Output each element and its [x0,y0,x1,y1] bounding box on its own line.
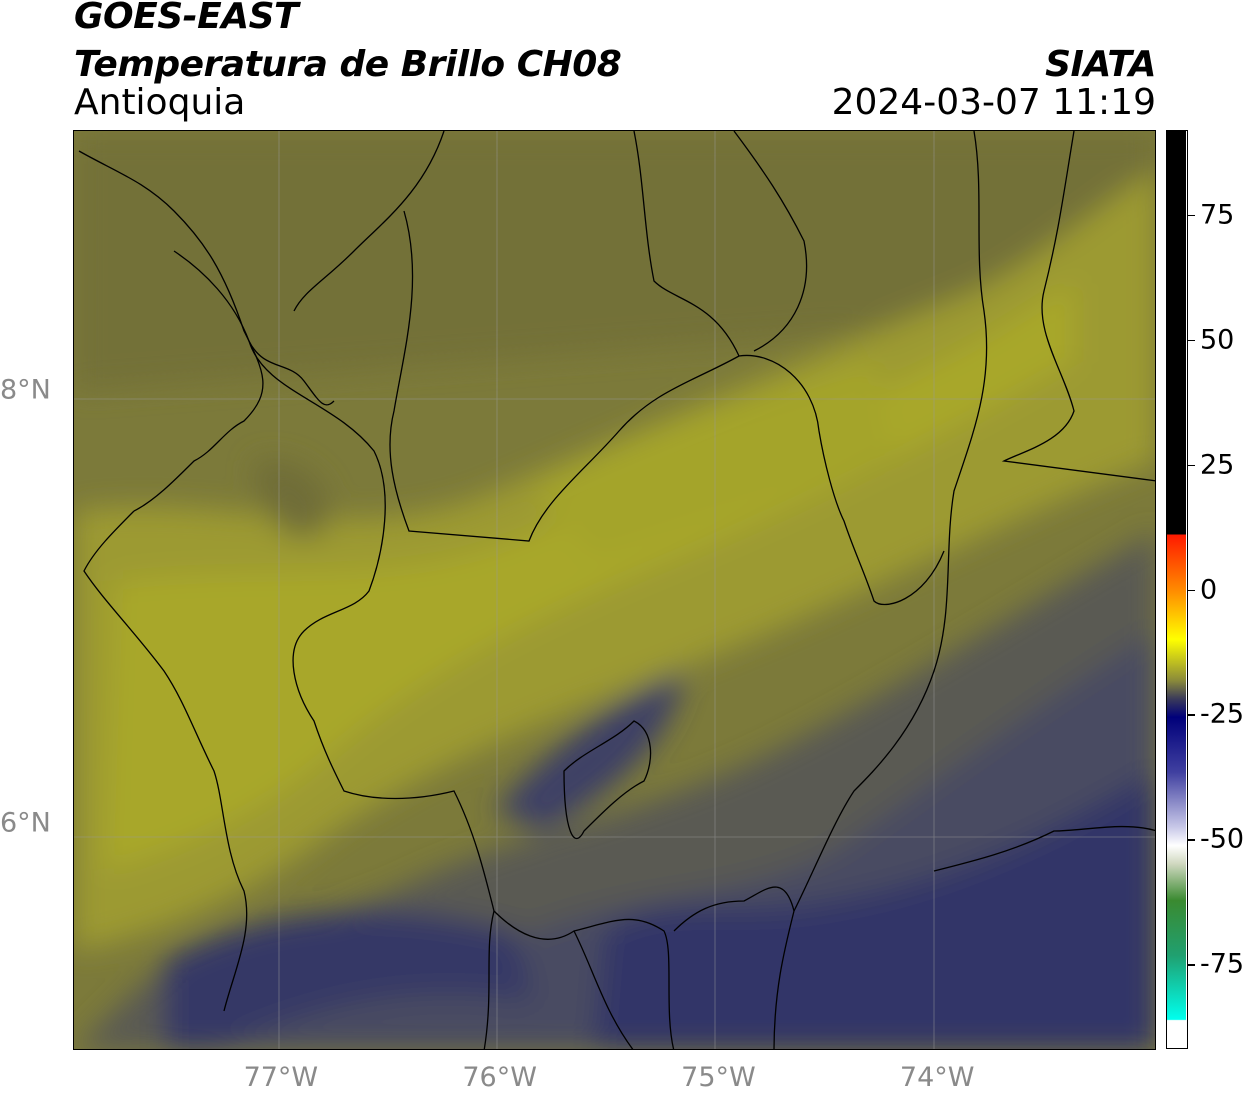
colorbar-tick-label: -50 [1200,823,1245,855]
border-cordoba [389,210,740,542]
coastline-pacific [83,510,248,1012]
product-title: Temperatura de Brillo CH08 [74,44,622,85]
x-tick-label: 74°W [899,1062,975,1093]
coastline-urabá [78,150,264,512]
coastline-gulf [173,250,335,406]
border-medellin [563,720,652,840]
graticule [74,131,1155,1049]
colorbar-tick-label: 50 [1200,324,1235,356]
colorbar-tick-label: -75 [1200,948,1245,980]
coastline-north [293,131,445,312]
border-sucre [633,131,808,357]
x-tick-label: 75°W [681,1062,756,1093]
border-south [483,886,795,1049]
border-santander [1001,131,1155,482]
colorbar-gradient [1167,131,1186,1047]
colorbar-tick-label: -25 [1200,698,1245,730]
temperature-field [74,131,1155,1049]
y-tick-label: 8°N [0,374,51,406]
map-canvas [74,131,1155,1049]
border-boyaca [933,825,1155,872]
colorbar-tick-label: 75 [1200,199,1235,231]
border-choco [248,340,675,1049]
border-bolivar [738,354,945,606]
y-tick-label: 6°N [0,807,51,839]
borders [78,131,1155,1049]
colorbar-tick-label: 25 [1200,449,1235,481]
colorbar [1166,130,1188,1049]
colorbar-tick-mark [1188,964,1195,966]
colorbar-tick-mark [1188,589,1195,591]
organization-label: SIATA [1045,44,1156,85]
colorbar-tick-label: 0 [1200,574,1218,605]
colorbar-tick-mark [1188,714,1195,716]
colorbar-tick-mark [1188,464,1195,467]
satellite-title: GOES-EAST [74,0,299,37]
x-tick-label: 77°W [243,1062,319,1093]
colorbar-tick-mark [1188,839,1195,841]
x-tick-label: 76°W [462,1062,537,1093]
colorbar-tick-mark [1188,214,1195,217]
colorbar-tick-mark [1188,339,1195,342]
datetime-label: 2024-03-07 11:19 [831,82,1156,123]
satellite-map [73,130,1156,1050]
region-label: Antioquia [74,82,246,123]
border-east [773,131,988,1049]
